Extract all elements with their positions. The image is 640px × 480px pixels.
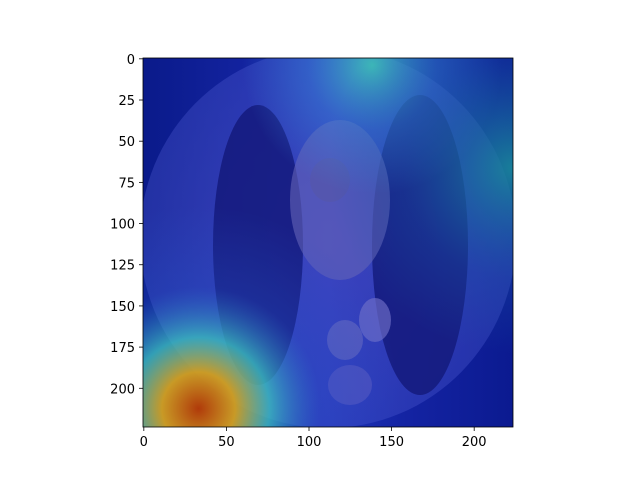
y-tick-label: 175 — [110, 341, 135, 356]
y-tick-label: 25 — [118, 94, 135, 109]
x-tick-label: 0 — [140, 435, 148, 450]
y-tick-label: 200 — [110, 382, 135, 397]
y-axis: 0 25 50 75 100 125 150 175 200 — [110, 53, 143, 397]
y-tick-label: 75 — [118, 176, 135, 191]
x-tick-label: 50 — [218, 435, 235, 450]
x-axis: 0 50 100 150 200 — [140, 427, 487, 450]
axes-frame — [142, 57, 514, 428]
heatmap-image — [143, 58, 513, 427]
y-tick-label: 125 — [110, 259, 135, 274]
y-tick-label: 50 — [118, 135, 135, 150]
y-tick-label: 100 — [110, 218, 135, 233]
y-tick-label: 150 — [110, 300, 135, 315]
x-tick-label: 200 — [462, 435, 487, 450]
x-tick-label: 100 — [297, 435, 322, 450]
y-tick-label: 0 — [127, 53, 135, 68]
x-tick-label: 150 — [379, 435, 404, 450]
